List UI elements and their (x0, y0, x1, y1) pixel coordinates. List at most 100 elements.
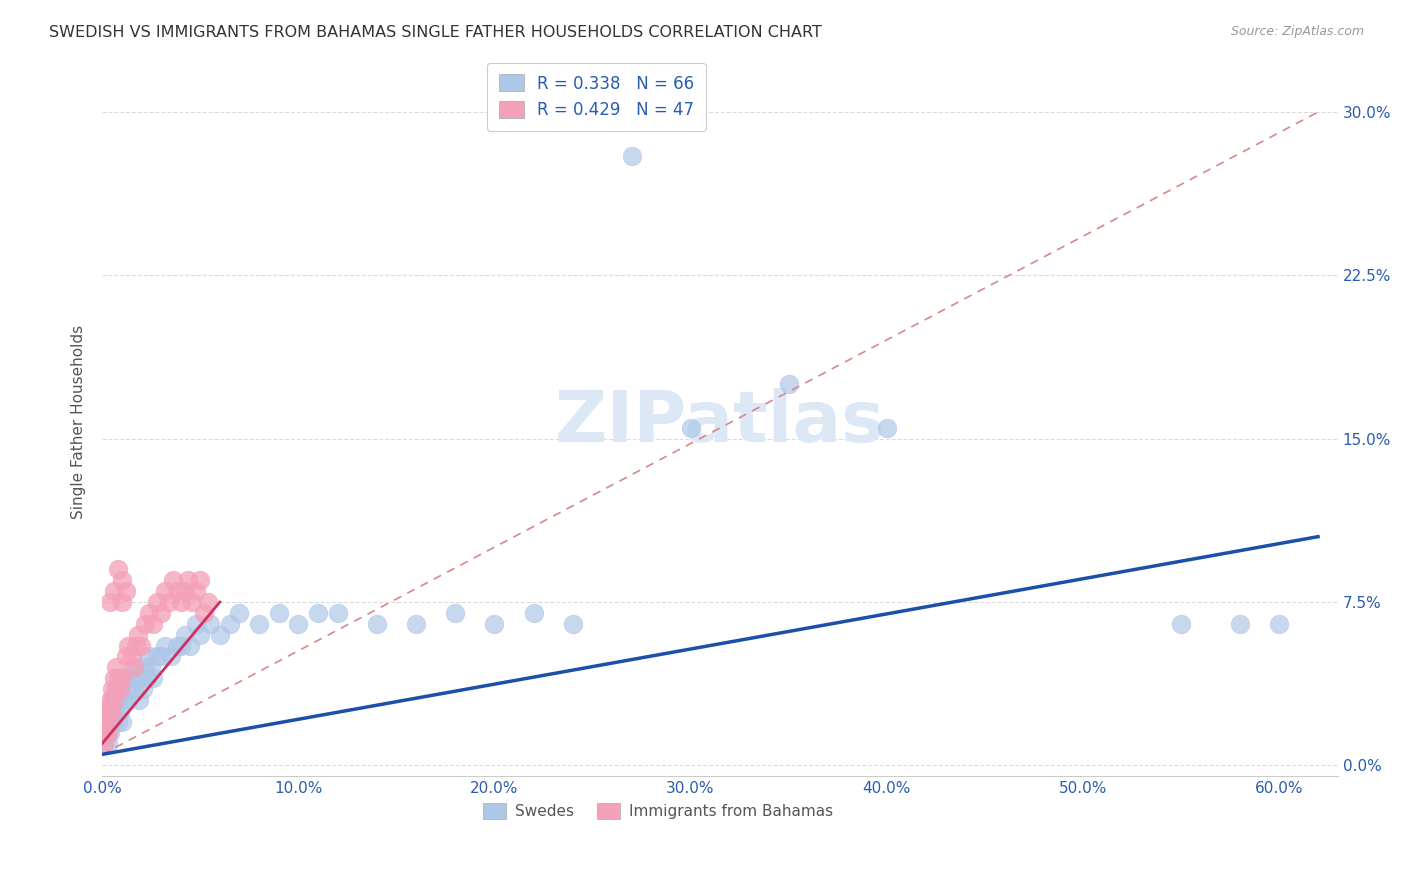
Point (97, 737, 120, 751)
Point (405, 616, 427, 631)
Point (186, 616, 208, 631)
Point (198, 616, 221, 631)
Point (142, 616, 165, 631)
Point (166, 639, 188, 653)
Text: Source: ZipAtlas.com: Source: ZipAtlas.com (1230, 25, 1364, 38)
Point (127, 671, 149, 685)
Point (247, 616, 270, 631)
Point (108, 682, 131, 697)
Point (138, 649, 160, 664)
Point (186, 584, 208, 599)
Point (179, 639, 201, 653)
Point (101, 693, 124, 707)
Point (94, 725, 117, 739)
Point (188, 627, 211, 641)
Point (484, 616, 506, 631)
Point (93, 714, 115, 729)
Point (114, 671, 136, 685)
Point (97, 714, 120, 729)
Point (128, 693, 150, 707)
Point (103, 584, 125, 599)
Point (97, 704, 120, 718)
Point (124, 639, 146, 653)
Point (188, 573, 211, 587)
Point (177, 573, 200, 587)
Point (124, 660, 146, 674)
Point (104, 704, 127, 718)
Point (181, 595, 204, 609)
Point (444, 606, 467, 620)
Point (122, 660, 145, 674)
Point (166, 584, 188, 599)
Point (132, 682, 155, 697)
Point (127, 627, 149, 641)
Point (107, 562, 129, 576)
Point (108, 704, 131, 718)
Point (134, 616, 156, 631)
Point (267, 606, 290, 620)
Point (94, 704, 117, 718)
Point (122, 682, 145, 697)
Point (146, 649, 169, 664)
Point (107, 693, 129, 707)
Point (876, 421, 898, 435)
Point (131, 671, 153, 685)
Point (160, 649, 183, 664)
Point (169, 639, 191, 653)
Point (103, 693, 125, 707)
Point (208, 627, 231, 641)
Point (98, 693, 121, 707)
Point (157, 595, 180, 609)
Point (150, 606, 173, 620)
Point (111, 595, 134, 609)
Point (98, 704, 121, 718)
Point (561, 616, 583, 631)
Point (173, 627, 195, 641)
Point (94, 704, 117, 718)
Point (153, 639, 176, 653)
Point (101, 704, 124, 718)
Point (142, 671, 165, 685)
Point (121, 649, 143, 664)
Point (103, 714, 125, 729)
Point (193, 606, 215, 620)
Point (104, 682, 127, 697)
Point (134, 660, 156, 674)
Legend: Swedes, Immigrants from Bahamas: Swedes, Immigrants from Bahamas (477, 797, 839, 825)
Point (107, 671, 129, 685)
Point (287, 616, 309, 631)
Text: ZIPatlas: ZIPatlas (555, 388, 884, 457)
Point (141, 660, 163, 674)
Point (326, 606, 349, 620)
Point (118, 682, 141, 697)
Point (114, 649, 136, 664)
Point (523, 606, 546, 620)
Point (111, 671, 134, 685)
Point (620, 148, 643, 162)
Point (93, 714, 115, 729)
Point (1268, 616, 1291, 631)
Point (138, 606, 160, 620)
Point (97, 725, 120, 739)
Point (197, 595, 219, 609)
Point (146, 595, 169, 609)
Point (94, 725, 117, 739)
Point (117, 639, 139, 653)
Point (1170, 616, 1192, 631)
Point (307, 606, 329, 620)
Point (104, 682, 127, 697)
Point (111, 693, 134, 707)
Point (107, 714, 129, 729)
Point (111, 714, 134, 729)
Point (114, 584, 136, 599)
Point (228, 606, 250, 620)
Point (169, 595, 191, 609)
Point (162, 573, 184, 587)
Point (150, 649, 173, 664)
Point (101, 714, 124, 729)
Point (93, 737, 115, 751)
Point (778, 377, 800, 392)
Point (98, 714, 121, 729)
Point (98, 595, 121, 609)
Y-axis label: Single Father Households: Single Father Households (72, 326, 86, 519)
